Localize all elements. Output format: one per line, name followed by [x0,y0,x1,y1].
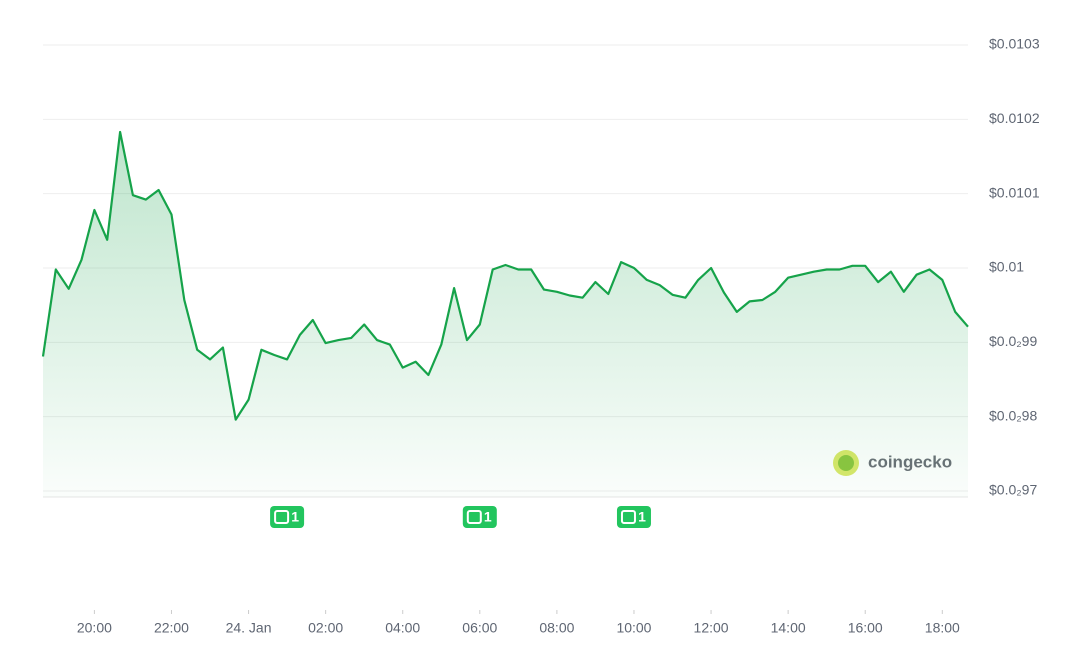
x-tick-label: 12:00 [694,620,729,636]
news-marker: 1 [270,506,305,528]
x-tick-label: 22:00 [154,620,189,636]
x-tick-label: 06:00 [462,620,497,636]
y-tick-label: $0.0101 [989,184,1040,200]
x-tick-label: 16:00 [848,620,883,636]
x-tick-label: 24. Jan [226,620,272,636]
y-tick-label: $0.0102 [989,110,1040,126]
y-tick-label: $0.0₂97 [989,482,1037,498]
price-line [41,130,969,421]
x-tick-label: 04:00 [385,620,420,636]
news-marker: 1 [462,506,497,528]
news-count: 1 [638,509,646,525]
news-count: 1 [484,509,492,525]
x-tick-label: 10:00 [616,620,651,636]
x-tick-label: 08:00 [539,620,574,636]
news-icon [466,510,482,524]
news-icon [620,510,636,524]
y-tick-label: $0.0₂98 [989,407,1037,423]
x-tick-label: 14:00 [771,620,806,636]
news-marker: 1 [616,506,651,528]
y-tick-label: $0.01 [989,259,1024,275]
x-tick-label: 02:00 [308,620,343,636]
news-icon [274,510,290,524]
y-tick-label: $0.0103 [989,36,1040,52]
x-tick-label: 20:00 [77,620,112,636]
y-tick-label: $0.0₂99 [989,333,1037,349]
area [43,132,968,497]
news-count: 1 [291,509,299,525]
x-tick-label: 18:00 [925,620,960,636]
